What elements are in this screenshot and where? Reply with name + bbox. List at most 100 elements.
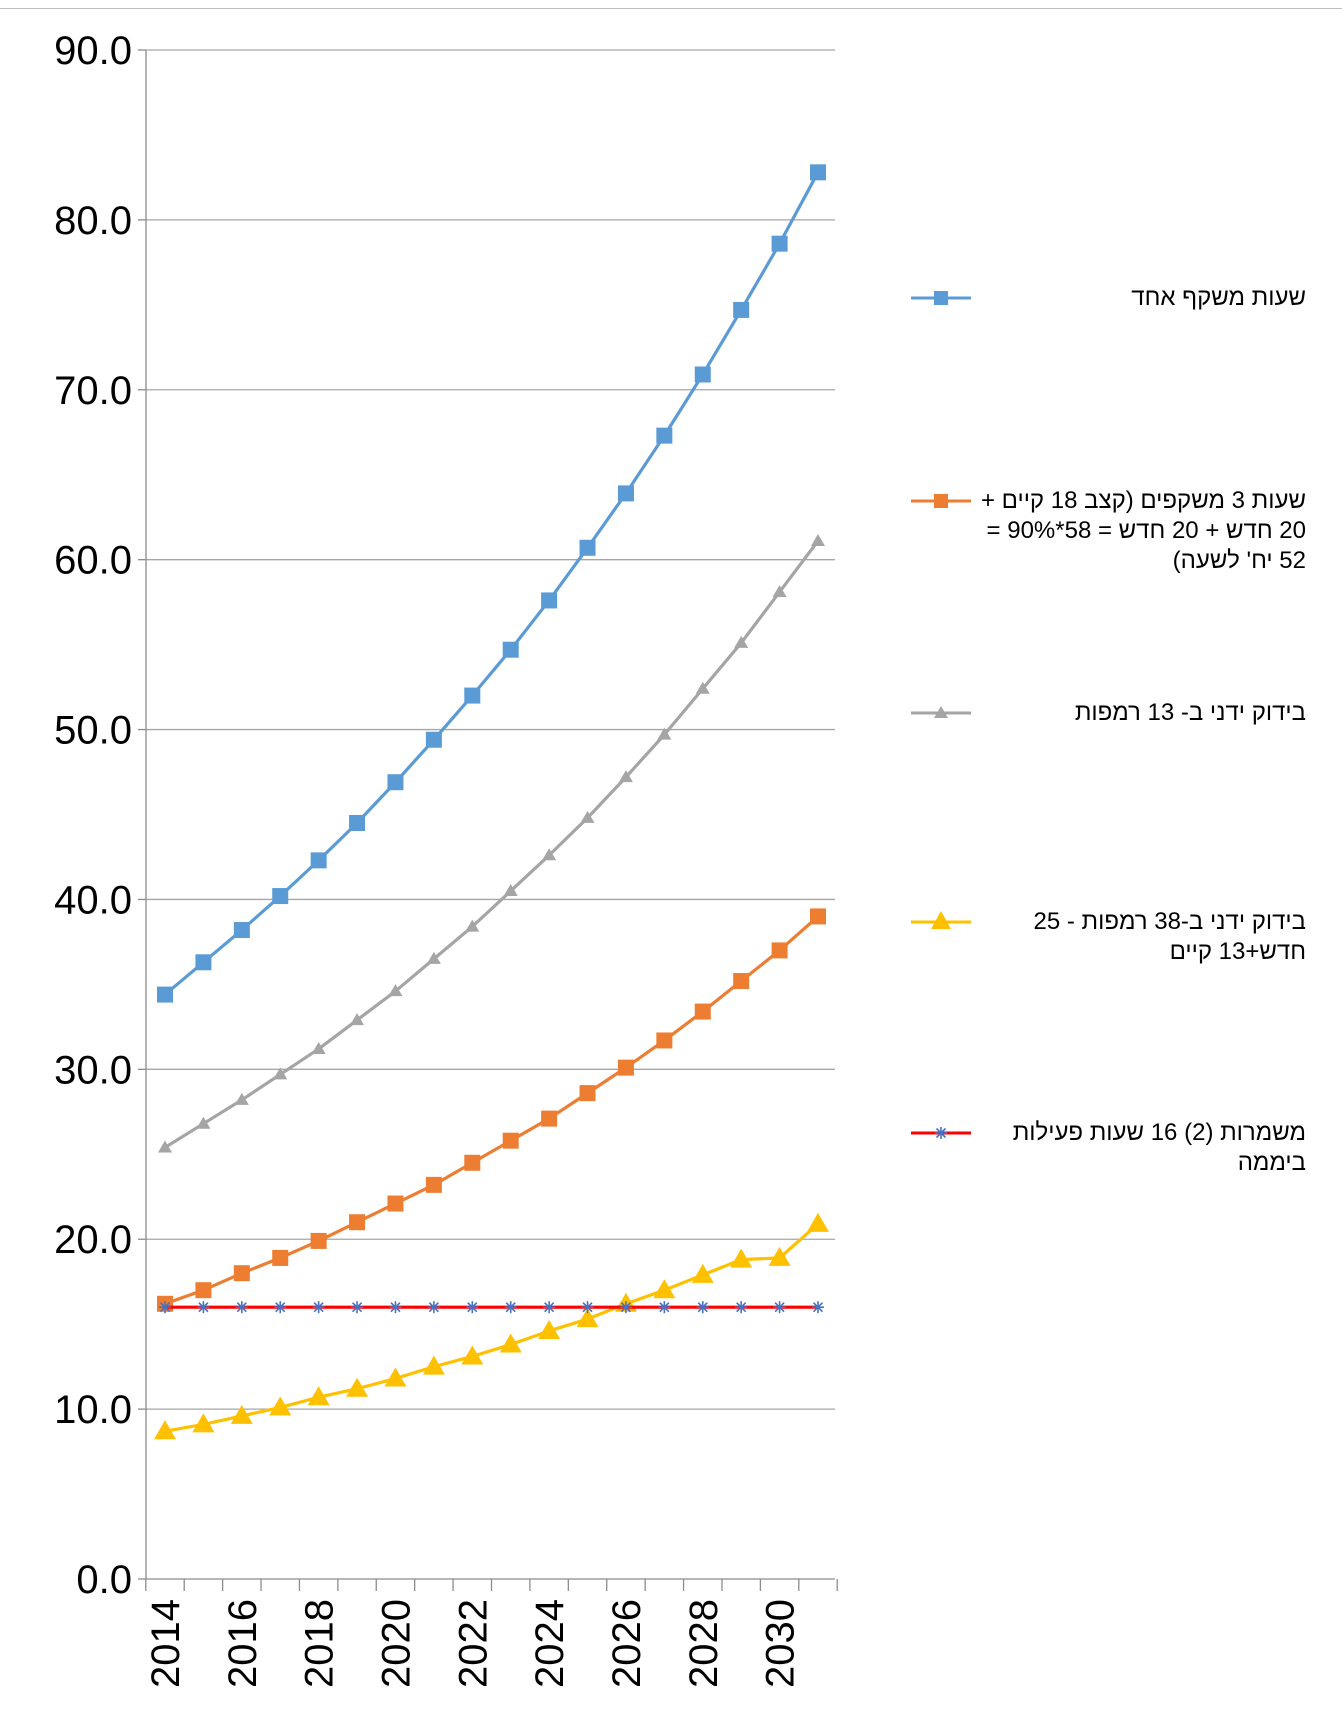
data-point <box>694 1003 711 1020</box>
x-tick-label: 2020 <box>374 1599 418 1688</box>
data-point <box>466 1301 479 1314</box>
data-point <box>658 1301 671 1314</box>
y-tick-label: 20.0 <box>54 1218 132 1262</box>
data-point <box>691 1263 714 1283</box>
data-point <box>273 1067 288 1080</box>
data-point <box>772 584 787 597</box>
data-point <box>773 1301 786 1314</box>
y-tick-label: 40.0 <box>54 878 132 922</box>
data-point <box>542 848 557 861</box>
data-point <box>422 1355 445 1375</box>
data-point <box>311 1041 326 1054</box>
data-point <box>771 235 788 252</box>
series-line <box>164 540 820 1149</box>
data-point <box>810 908 826 925</box>
data-point <box>349 1214 366 1231</box>
data-point <box>384 1367 407 1387</box>
data-point <box>502 641 519 658</box>
axes <box>138 49 838 1591</box>
data-point <box>730 1248 753 1268</box>
legend-swatch-gray-triangle <box>911 698 971 728</box>
data-point <box>159 1301 171 1314</box>
data-point <box>388 984 403 997</box>
legend-item-three-scanners: שעות 3 משקפים (קצב 18 קיים + 20 חדש + 20… <box>905 486 1335 576</box>
data-point <box>310 1232 327 1249</box>
data-point <box>312 1301 325 1314</box>
gridlines <box>146 49 835 1410</box>
legend-item-manual-13: בידוק ידני ב- 13 רמפות <box>905 698 1335 728</box>
data-point <box>579 539 596 556</box>
x-tick-label: 2014 <box>144 1599 188 1688</box>
legend-label: משמרות (2) 16 שעות פעילות ביממה <box>1012 1119 1306 1176</box>
data-point <box>272 1249 289 1266</box>
data-point <box>197 1301 210 1314</box>
legend-label: בידוק ידני ב- 13 רמפות <box>1074 699 1306 726</box>
data-point <box>464 687 481 704</box>
legend-label: שעות משקף אחד <box>1131 284 1306 311</box>
data-point <box>656 427 673 444</box>
data-point <box>812 1301 824 1314</box>
data-point <box>617 485 634 502</box>
data-point <box>502 1132 519 1149</box>
data-point <box>503 883 518 896</box>
data-point <box>504 1301 517 1314</box>
data-point <box>695 681 710 694</box>
x-tick-label: 2024 <box>528 1599 572 1688</box>
data-point <box>768 1246 791 1266</box>
data-point <box>811 533 825 546</box>
data-point <box>461 1345 484 1365</box>
data-point <box>195 954 212 971</box>
data-point <box>541 592 558 609</box>
data-point <box>272 888 289 905</box>
legend-swatch-yellow-triangle <box>911 907 971 937</box>
data-point <box>499 1333 522 1353</box>
data-point <box>154 1420 176 1440</box>
legend: שעות משקף אחד שעות 3 משקפים (קצב 18 קיים… <box>905 0 1342 1724</box>
data-point <box>464 1154 481 1171</box>
legend-swatch-blue-square <box>911 283 971 313</box>
series-5 <box>159 1301 824 1314</box>
legend-swatch-orange-square <box>911 486 971 516</box>
data-point <box>158 1140 172 1153</box>
series-line <box>164 915 820 1306</box>
data-point <box>310 852 327 869</box>
data-point <box>810 164 826 181</box>
y-tick-label: 80.0 <box>54 199 132 243</box>
x-tick-label: 2030 <box>759 1599 803 1688</box>
data-point <box>350 1013 365 1026</box>
data-point <box>269 1396 292 1416</box>
series-3 <box>158 533 825 1153</box>
data-point <box>465 919 480 932</box>
data-point <box>541 1110 558 1127</box>
data-point <box>656 1032 673 1049</box>
legend-item-shifts: משמרות (2) 16 שעות פעילות ביממה <box>905 1118 1335 1178</box>
data-point <box>543 1301 556 1314</box>
series-line <box>164 1222 820 1433</box>
y-tick-label: 90.0 <box>54 29 132 73</box>
data-point <box>234 1092 249 1105</box>
y-tick-label: 30.0 <box>54 1048 132 1092</box>
x-tick-label: 2026 <box>605 1599 649 1688</box>
data-point <box>389 1301 402 1314</box>
data-point <box>617 1059 634 1076</box>
x-tick-label: 2018 <box>298 1599 342 1688</box>
data-point <box>427 1301 440 1314</box>
legend-swatch-red-star <box>911 1118 971 1148</box>
line-chart: 0.0 10.0 20.0 30.0 40.0 50.0 60.0 70.0 80.0 90.0 2… <box>54 29 838 1688</box>
data-point <box>192 1413 215 1433</box>
data-point <box>538 1319 561 1339</box>
data-point <box>274 1301 287 1314</box>
y-tick-label: 60.0 <box>54 539 132 583</box>
series-2 <box>157 908 826 1312</box>
legend-item-manual-38: בידוק ידני ב-38 רמפות - 25 חדש+13 קיים <box>905 907 1335 967</box>
data-point <box>733 301 750 318</box>
legend-item-one-scanner: שעות משקף אחד <box>905 283 1335 313</box>
data-point <box>233 922 250 939</box>
data-point <box>230 1404 253 1424</box>
data-point <box>576 1308 599 1328</box>
y-tick-label: 50.0 <box>54 709 132 753</box>
data-point <box>694 366 711 383</box>
data-point <box>351 1301 364 1314</box>
x-tick-label: 2016 <box>221 1599 265 1688</box>
y-tick-label: 0.0 <box>76 1558 132 1602</box>
